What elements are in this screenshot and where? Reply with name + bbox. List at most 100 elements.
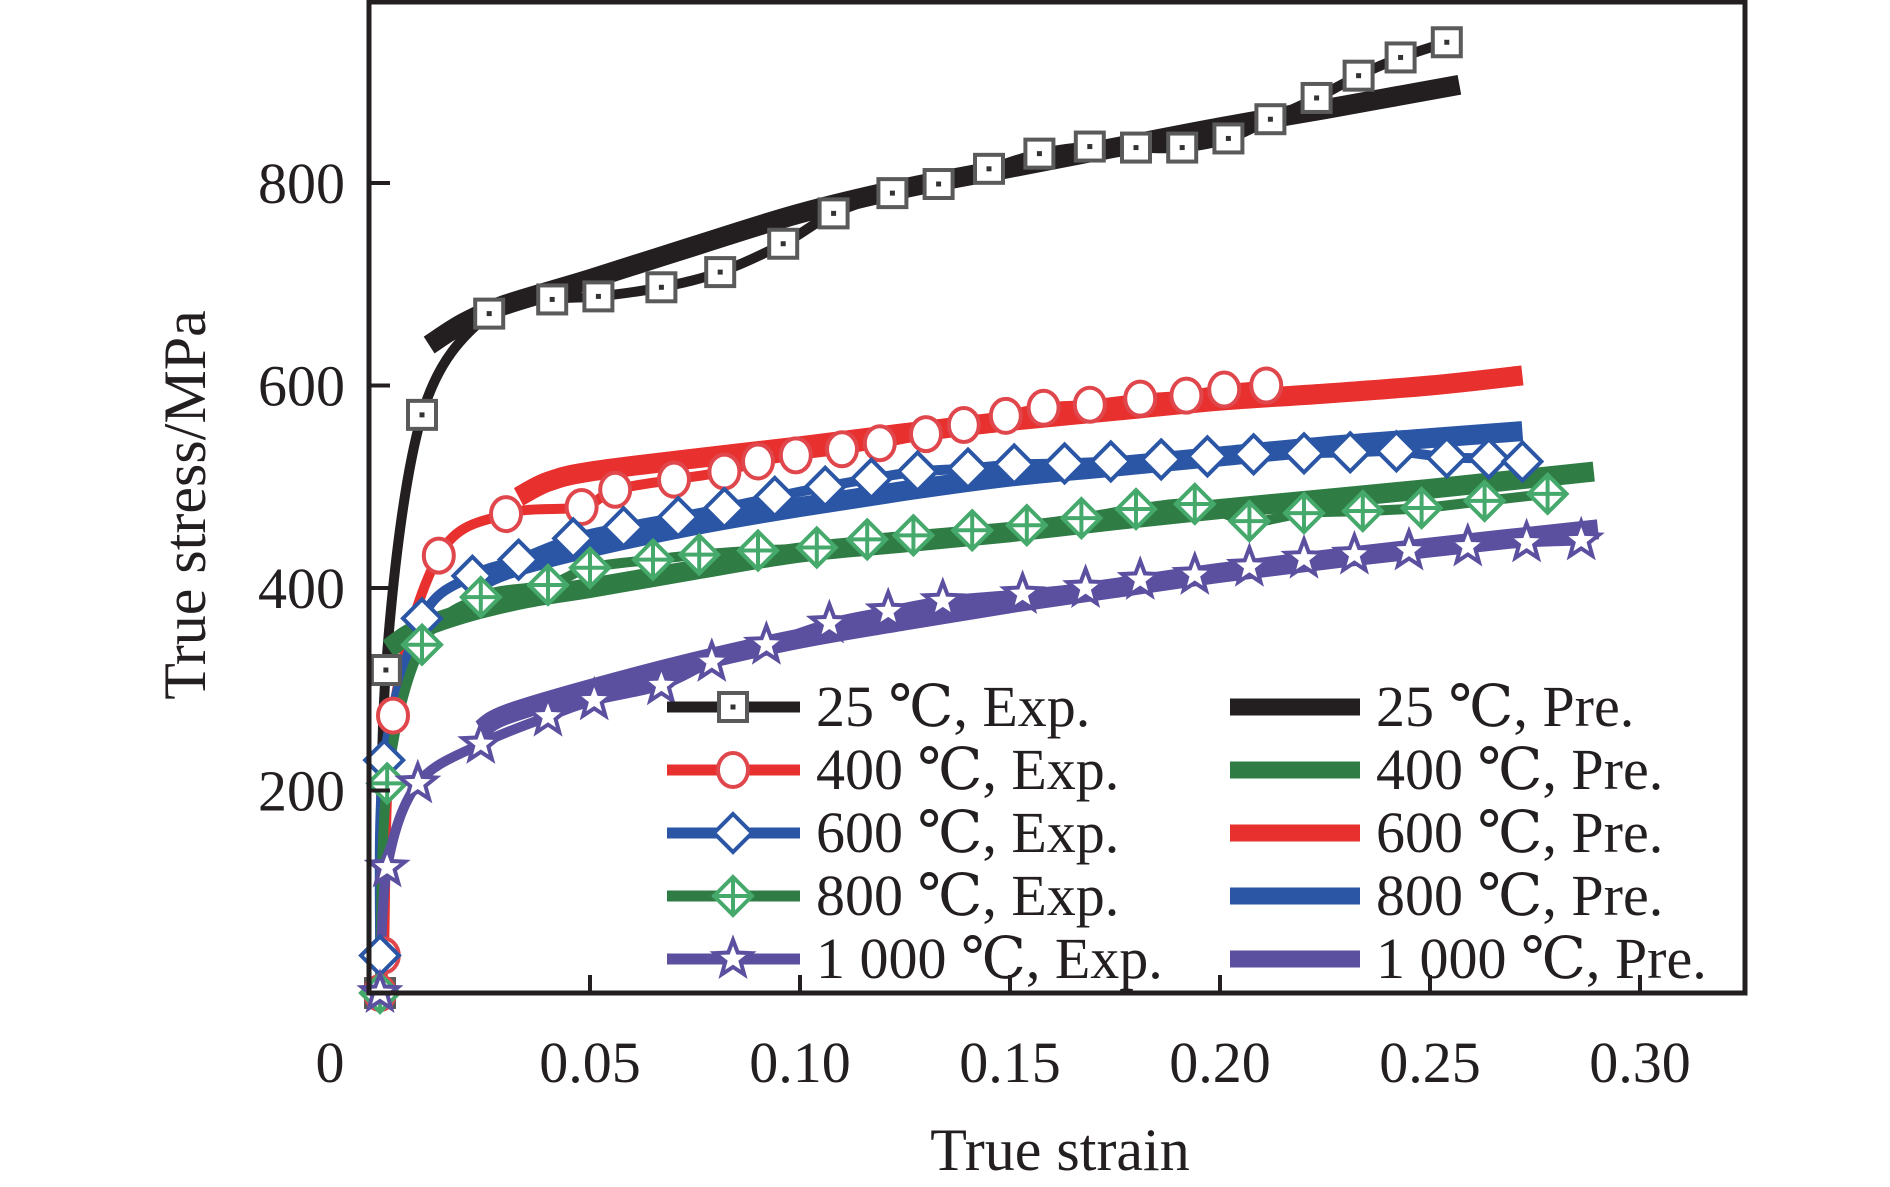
data-point xyxy=(457,719,505,764)
legend: 25 ℃, Exp.400 ℃, Exp.600 ℃, Exp.800 ℃, E… xyxy=(667,674,1707,991)
data-point xyxy=(677,532,722,577)
x-tick-label: 0.30 xyxy=(1589,1030,1691,1095)
x-tick-label: 0 xyxy=(316,1030,345,1095)
data-point xyxy=(736,528,780,573)
x-axis-label: True strain xyxy=(930,1117,1189,1183)
data-point xyxy=(1399,486,1444,530)
x-tick-label: 0.25 xyxy=(1379,1030,1481,1095)
data-point xyxy=(1172,482,1217,526)
data-point xyxy=(950,508,995,553)
data-point xyxy=(1171,550,1219,595)
data-point xyxy=(1557,515,1605,561)
data-point xyxy=(891,513,936,558)
data-point xyxy=(1116,555,1164,600)
data-point xyxy=(1120,131,1152,164)
data-point xyxy=(805,598,853,644)
data-point xyxy=(1185,434,1230,479)
legend-label: 600 ℃, Pre. xyxy=(1376,800,1663,865)
x-tick-label: 0.10 xyxy=(749,1030,851,1095)
data-point xyxy=(645,271,678,304)
data-point xyxy=(1525,472,1570,516)
axis-ticks: 0 0.05 0.10 0.15 0.20 0.25 0.30 200 400 600 800 xyxy=(258,151,1691,1095)
data-point xyxy=(656,495,701,539)
data-point xyxy=(946,405,981,444)
y-tick-label: 400 xyxy=(258,556,345,621)
data-point xyxy=(458,575,503,619)
data-point xyxy=(999,569,1047,614)
data-point xyxy=(601,505,646,550)
data-point xyxy=(1500,439,1545,484)
data-point xyxy=(895,449,940,494)
data-point xyxy=(376,696,411,735)
data-point xyxy=(536,283,569,316)
legend-marker-circle-icon xyxy=(716,751,750,789)
data-point xyxy=(1123,379,1158,418)
data-point xyxy=(1385,525,1433,571)
data-point xyxy=(526,563,570,607)
y-axis-label: True stress/MPa xyxy=(152,310,218,700)
data-point xyxy=(1088,439,1133,484)
data-point xyxy=(803,464,848,509)
legend-item-25-c-pre: 25 ℃, Pre. xyxy=(1230,674,1634,739)
data-point xyxy=(752,475,797,519)
legend-item-600-c-pre: 600 ℃, Pre. xyxy=(1230,800,1663,865)
data-point xyxy=(1073,130,1106,163)
data-point xyxy=(707,452,742,491)
y-tick-label: 800 xyxy=(258,151,345,216)
data-point xyxy=(524,691,572,737)
data-point xyxy=(657,460,691,499)
data-point xyxy=(767,227,800,260)
data-point xyxy=(946,446,990,491)
data-point xyxy=(992,442,1037,487)
data-point xyxy=(741,442,775,481)
x-tick-label: 0.20 xyxy=(1169,1030,1271,1095)
data-point xyxy=(1072,385,1107,424)
data-point xyxy=(1169,376,1204,415)
data-point xyxy=(1424,435,1469,480)
legend-marker-square-dot-icon xyxy=(717,691,749,723)
data-point xyxy=(1026,388,1061,427)
legend-marker-diamond-cross-icon xyxy=(711,874,755,918)
plot-frame xyxy=(366,0,1748,996)
data-point xyxy=(1280,533,1328,579)
data-point xyxy=(1466,436,1511,481)
data-point xyxy=(1023,137,1056,170)
data-point xyxy=(1282,491,1326,535)
data-point xyxy=(825,430,859,469)
data-point xyxy=(568,545,612,590)
data-point xyxy=(1330,529,1378,575)
data-point xyxy=(849,456,894,501)
legend-item-800-c-pre: 800 ℃, Pre. xyxy=(1230,863,1663,928)
data-point xyxy=(598,470,633,509)
data-point xyxy=(742,620,790,665)
data-point xyxy=(864,586,912,632)
data-point xyxy=(988,396,1023,435)
data-point xyxy=(489,495,523,534)
data-point xyxy=(973,152,1005,185)
legend-marker-star-icon xyxy=(709,934,757,980)
data-point xyxy=(1212,122,1245,155)
legend-item-1-000-c-exp: 1 000 ℃, Exp. xyxy=(667,926,1163,991)
markers-1-000-c-exp xyxy=(356,515,1605,1014)
data-point xyxy=(688,637,736,682)
data-point xyxy=(702,486,747,530)
data-point xyxy=(1503,517,1551,563)
data-point xyxy=(1300,81,1333,114)
data-point xyxy=(637,660,685,706)
data-point xyxy=(1004,503,1049,548)
data-point xyxy=(1062,563,1110,609)
data-point xyxy=(564,488,599,526)
legend-item-400-c-pre: 400 ℃, Pre. xyxy=(1230,737,1663,802)
data-point xyxy=(778,436,813,475)
legend-item-1-000-c-pre: 1 000 ℃, Pre. xyxy=(1230,926,1707,991)
data-point xyxy=(1340,489,1385,533)
data-point xyxy=(1444,521,1492,567)
data-point xyxy=(582,280,615,313)
legend-item-800-c-exp: 800 ℃, Exp. xyxy=(667,863,1119,928)
data-point xyxy=(406,398,438,431)
data-point xyxy=(473,297,506,330)
data-point xyxy=(1384,41,1417,74)
data-point xyxy=(400,622,444,667)
legend-label: 400 ℃, Exp. xyxy=(816,737,1119,802)
legend-label: 1 000 ℃, Pre. xyxy=(1376,926,1707,991)
